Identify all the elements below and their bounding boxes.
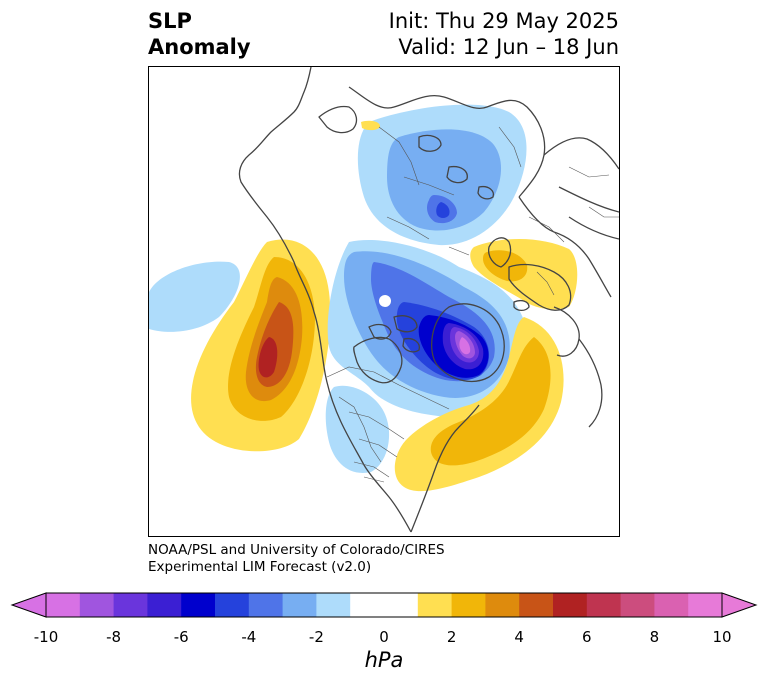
colorbar-cell [417,593,453,617]
colorbar-tick-label: 4 [514,628,524,646]
colorbar-cell [147,593,182,617]
alaska-small-high-field [361,120,381,131]
colorbar-tick-label: 0 [379,628,389,646]
colorbar-cell [384,593,419,617]
credit-line-1: NOAA/PSL and University of Colorado/CIRE… [148,542,445,558]
colorbar-cell [46,593,81,617]
colorbar-cell [586,593,622,617]
credit-text: NOAA/PSL and University of Colorado/CIRE… [148,542,445,576]
colorbar-tick-label: -8 [106,628,122,646]
colorbar [10,592,758,618]
coastlines [238,67,619,533]
colorbar-tick-label: -4 [241,628,257,646]
anomaly-fields [149,104,578,492]
colorbar-under-arrow [10,592,47,618]
forecast-dates: Init: Thu 29 May 2025 Valid: 12 Jun – 18… [389,8,619,60]
colorbar-tick-label: -2 [308,628,324,646]
colorbar-cell [553,593,588,617]
colorbar-cell [215,593,250,617]
siberian-low-field [357,104,527,246]
colorbar-cell [451,593,486,617]
init-date-text: Init: Thu 29 May 2025 [388,9,619,33]
colorbar-cell [350,593,385,617]
atlantic-high-field [394,317,564,492]
europe-high-field [470,238,578,310]
colorbar-over-arrow [721,592,758,618]
colorbar-cell [485,593,520,617]
ne-pacific-low-field [149,261,240,332]
colorbar-cell [620,593,655,617]
colorbar-cell [688,593,723,617]
colorbar-cell [654,593,689,617]
colorbar-tick-label: -10 [33,628,59,646]
colorbar-cells [46,593,723,617]
colorbar-tick-label: -6 [173,628,189,646]
colorbar-cell [248,593,284,617]
colorbar-cell [316,593,351,617]
title-line-2: Anomaly [148,35,251,59]
colorbar-cell [79,593,115,617]
map-title: SLP Anomaly [148,8,251,60]
baffin-low-field [325,239,529,473]
borders [326,126,619,483]
colorbar-cell [282,593,317,617]
map-panel [148,66,620,537]
colorbar-tick-label: 2 [446,628,457,646]
colorbar-tick-label: 6 [582,628,592,646]
colorbar-cell [519,593,554,617]
valid-date-text: Valid: 12 Jun – 18 Jun [398,35,619,59]
polar-map [149,67,619,533]
gulf-alaska-high-field [191,239,331,452]
colorbar-tick-label: 8 [649,628,660,646]
title-line-1: SLP [148,9,192,33]
colorbar-units-label: hPa [364,648,404,672]
map-pole-hole [379,295,391,307]
colorbar-cell [181,593,216,617]
colorbar-outline [45,592,723,618]
colorbar-tick-label: 10 [712,628,732,646]
credit-line-2: Experimental LIM Forecast (v2.0) [148,559,372,575]
colorbar-cell [113,593,148,617]
